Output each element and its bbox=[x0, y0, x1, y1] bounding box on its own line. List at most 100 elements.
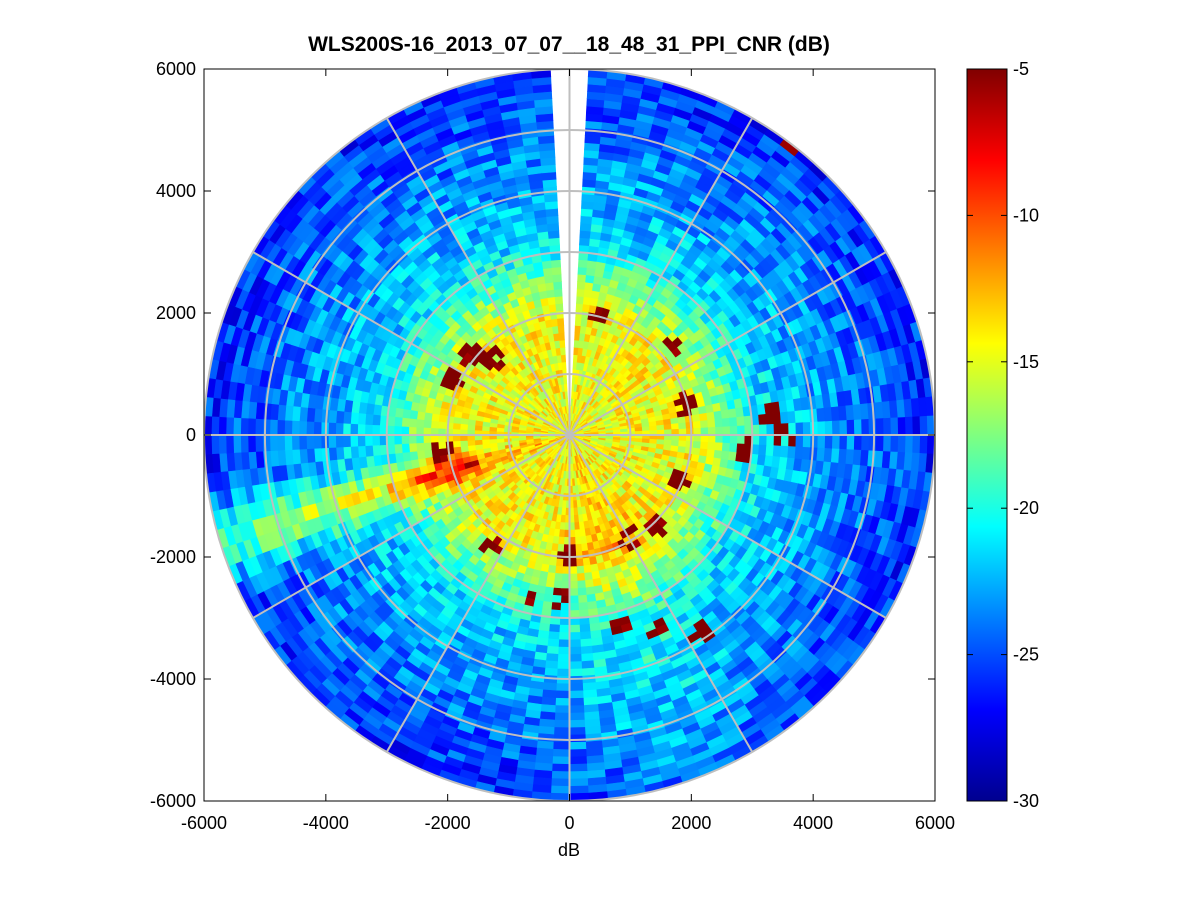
ppi-cell bbox=[371, 434, 381, 446]
ppi-cell bbox=[560, 595, 570, 604]
ppi-cell bbox=[503, 437, 512, 443]
ppi-cell bbox=[577, 259, 589, 268]
ppi-cell bbox=[585, 586, 596, 596]
ppi-cell bbox=[542, 593, 554, 603]
ppi-cell bbox=[816, 407, 826, 423]
ppi-cell bbox=[569, 632, 581, 641]
ppi-cell bbox=[408, 434, 417, 444]
ppi-cell bbox=[335, 422, 344, 436]
ppi-heatmap bbox=[204, 69, 935, 801]
ppi-cell bbox=[560, 588, 570, 597]
ppi-cell bbox=[298, 434, 308, 450]
ppi-cell bbox=[284, 419, 293, 436]
ppi-cell bbox=[919, 415, 929, 436]
ppi-cell bbox=[579, 631, 592, 641]
ppi-cell bbox=[736, 443, 746, 454]
ppi-cell bbox=[554, 565, 563, 575]
ppi-cell bbox=[802, 422, 812, 436]
ppi-cell bbox=[919, 434, 929, 455]
ppi-cell bbox=[550, 778, 570, 787]
ppi-cell bbox=[313, 434, 322, 449]
ppi-cell bbox=[335, 434, 344, 448]
ppi-cell bbox=[551, 594, 562, 604]
ppi-cell bbox=[582, 689, 598, 699]
ppi-cell bbox=[706, 411, 716, 421]
ppi-cell bbox=[415, 426, 424, 436]
ppi-cell bbox=[727, 408, 738, 419]
ppi-cell bbox=[582, 171, 598, 181]
ppi-cell bbox=[546, 638, 560, 648]
ppi-cell bbox=[569, 558, 577, 568]
ppi-cell bbox=[584, 579, 594, 589]
ppi-cell bbox=[572, 492, 577, 502]
ppi-cell bbox=[584, 281, 594, 291]
ppi-cell bbox=[868, 434, 877, 452]
ppi-cell bbox=[722, 434, 731, 444]
ppi-cell bbox=[559, 602, 570, 612]
ppi-cell bbox=[210, 434, 220, 455]
ppi-cell bbox=[656, 424, 665, 431]
ppi-cell bbox=[364, 413, 374, 426]
ppi-cell bbox=[678, 422, 687, 430]
ppi-cell bbox=[700, 434, 709, 443]
ppi-cell bbox=[582, 557, 591, 567]
ppi-cell bbox=[320, 434, 329, 449]
ppi-cell bbox=[357, 412, 367, 425]
ppi-cell bbox=[582, 696, 599, 706]
ppi-cell bbox=[342, 446, 352, 460]
ppi-cell bbox=[401, 451, 412, 462]
ppi-cell bbox=[883, 434, 892, 453]
ppi-cell bbox=[542, 682, 557, 692]
ppi-cell bbox=[766, 423, 775, 436]
ppi-cell bbox=[691, 414, 701, 423]
ppi-cell bbox=[422, 426, 432, 436]
ppi-cell bbox=[561, 566, 570, 575]
ppi-cell bbox=[313, 407, 323, 423]
ppi-cell bbox=[364, 434, 373, 447]
ppi-cell bbox=[254, 434, 264, 452]
ppi-cell bbox=[342, 422, 351, 436]
ppi-cell bbox=[706, 449, 716, 459]
ppi-cell bbox=[839, 434, 848, 450]
ppi-cell bbox=[817, 421, 826, 436]
ppi-cell bbox=[569, 668, 583, 677]
ppi-cell bbox=[897, 434, 907, 453]
ppi-cell bbox=[225, 434, 235, 454]
ppi-cell bbox=[408, 426, 417, 436]
ppi-cell bbox=[393, 434, 402, 445]
ppi-cell bbox=[569, 675, 583, 685]
ppi-cell bbox=[685, 421, 694, 430]
ppi-cell bbox=[875, 418, 885, 436]
ppi-cell bbox=[401, 443, 410, 453]
ppi-cell bbox=[552, 748, 570, 758]
ppi-cell bbox=[299, 406, 309, 422]
ppi-cell bbox=[556, 543, 565, 553]
ppi-cell bbox=[552, 741, 570, 751]
ppi-cell bbox=[423, 441, 432, 451]
ppi-cell bbox=[558, 624, 570, 633]
ppi-cell bbox=[824, 420, 834, 436]
ppi-cell bbox=[240, 434, 249, 453]
ppi-cell bbox=[569, 763, 588, 773]
ppi-cell bbox=[677, 416, 687, 424]
ppi-cell bbox=[291, 420, 300, 436]
ppi-cell bbox=[558, 639, 570, 648]
ppi-cell bbox=[795, 434, 804, 448]
ppi-cell bbox=[445, 440, 454, 449]
ppi-cell bbox=[765, 413, 775, 426]
ppi-cell bbox=[247, 434, 256, 453]
ppi-cell bbox=[452, 440, 461, 448]
ppi-cell bbox=[401, 425, 410, 436]
ppi-cell bbox=[801, 446, 811, 461]
ppi-cell bbox=[788, 422, 797, 436]
ppi-cell bbox=[861, 434, 870, 452]
ppi-cell bbox=[416, 410, 426, 421]
ppi-cell bbox=[408, 442, 418, 453]
ppi-cell bbox=[437, 427, 446, 436]
ppi-cell bbox=[437, 434, 446, 443]
ppi-cell bbox=[254, 418, 264, 436]
ppi-cell bbox=[554, 697, 570, 707]
ppi-cell bbox=[408, 417, 418, 428]
ppi-cell bbox=[569, 756, 588, 765]
ppi-cell bbox=[554, 712, 570, 721]
